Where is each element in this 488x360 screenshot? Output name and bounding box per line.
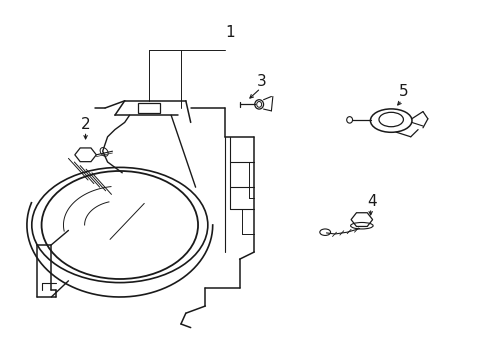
Text: 1: 1: [224, 25, 234, 40]
Text: 4: 4: [366, 194, 376, 209]
Text: 3: 3: [256, 73, 266, 89]
Text: 2: 2: [81, 117, 90, 132]
Text: 5: 5: [398, 84, 407, 99]
